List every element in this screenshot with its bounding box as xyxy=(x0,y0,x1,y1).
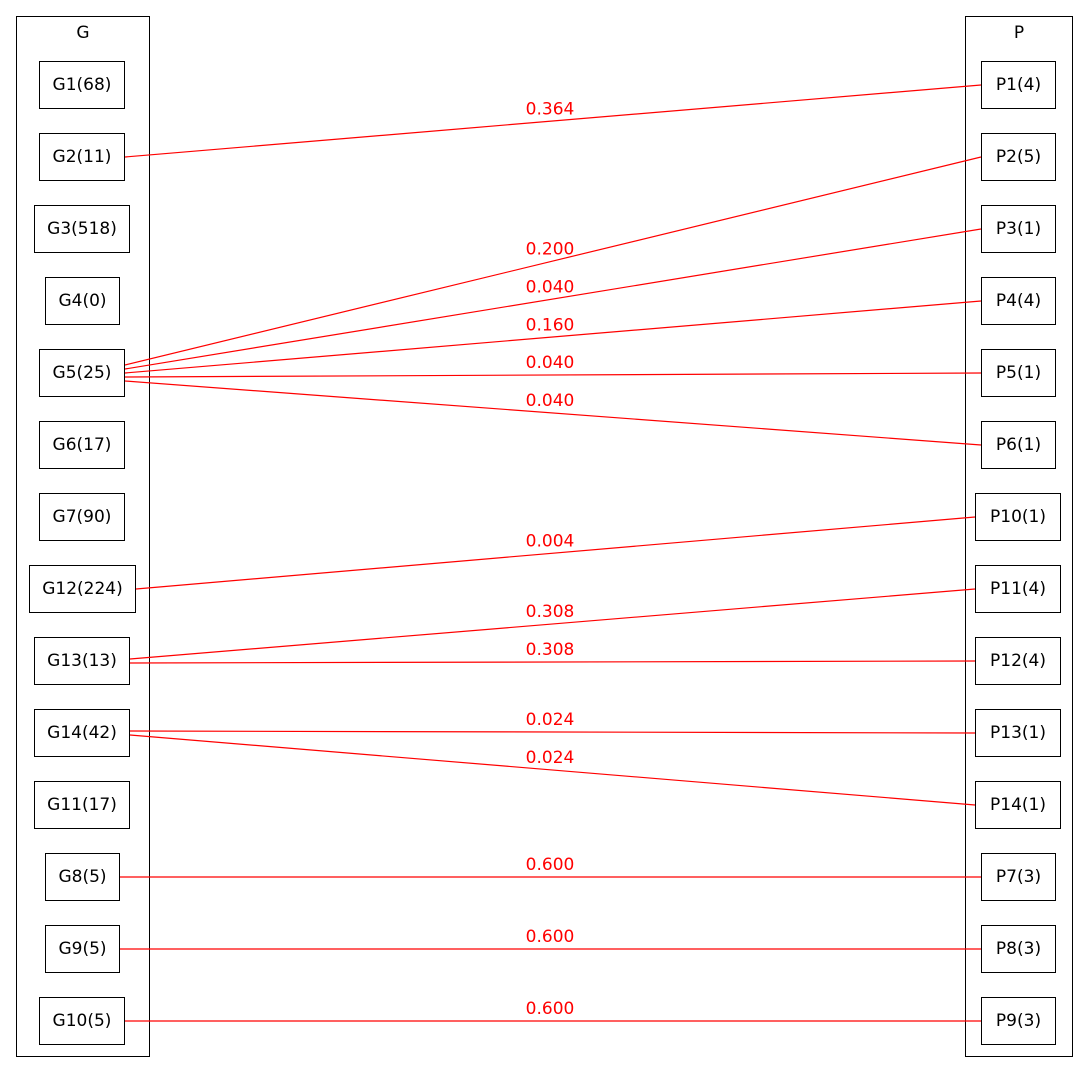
node-g1: G1(68) xyxy=(39,61,125,109)
edge-label-g8-p7: 0.600 xyxy=(526,855,575,875)
node-g3: G3(518) xyxy=(34,205,130,253)
edge-label-g14-p13: 0.024 xyxy=(526,710,575,730)
edge-label-g5-p2: 0.200 xyxy=(526,240,575,260)
node-g10: G10(5) xyxy=(39,997,125,1045)
node-p11: P11(4) xyxy=(975,565,1061,613)
node-p12: P12(4) xyxy=(975,637,1061,685)
edge-g5-p6 xyxy=(124,380,982,446)
cluster-g-title: G xyxy=(76,23,90,43)
node-p2: P2(5) xyxy=(981,133,1056,181)
node-g9: G9(5) xyxy=(45,925,120,973)
edge-g5-p3 xyxy=(124,228,982,370)
node-g11: G11(17) xyxy=(34,781,130,829)
edge-label-g13-p12: 0.308 xyxy=(526,640,575,660)
edge-g5-p2 xyxy=(124,156,982,366)
node-p13: P13(1) xyxy=(975,709,1061,757)
node-g5: G5(25) xyxy=(39,349,125,397)
node-p6: P6(1) xyxy=(981,421,1056,469)
edge-label-g5-p4: 0.160 xyxy=(526,315,575,335)
edge-g5-p5 xyxy=(124,372,982,378)
node-g2: G2(11) xyxy=(39,133,125,181)
node-p4: P4(4) xyxy=(981,277,1056,325)
node-g6: G6(17) xyxy=(39,421,125,469)
edge-g12-p10 xyxy=(135,516,976,590)
node-p9: P9(3) xyxy=(981,997,1056,1045)
edge-g13-p11 xyxy=(129,588,976,660)
node-p5: P5(1) xyxy=(981,349,1056,397)
edge-g5-p4 xyxy=(124,300,982,374)
node-g8: G8(5) xyxy=(45,853,120,901)
node-g4: G4(0) xyxy=(45,277,120,325)
edge-label-g2-p1: 0.364 xyxy=(526,99,575,119)
node-g12: G12(224) xyxy=(29,565,136,613)
node-p3: P3(1) xyxy=(981,205,1056,253)
edge-g14-p13 xyxy=(129,730,976,734)
edge-g13-p12 xyxy=(129,660,976,664)
node-p7: P7(3) xyxy=(981,853,1056,901)
edge-g14-p14 xyxy=(129,734,976,806)
node-p8: P8(3) xyxy=(981,925,1056,973)
edge-label-g5-p6: 0.040 xyxy=(526,391,575,411)
edge-label-g12-p10: 0.004 xyxy=(526,531,575,551)
node-g13: G13(13) xyxy=(34,637,130,685)
edge-label-g14-p14: 0.024 xyxy=(526,748,575,768)
edge-label-g13-p11: 0.308 xyxy=(526,602,575,622)
cluster-p-title: P xyxy=(1013,23,1025,43)
node-p10: P10(1) xyxy=(975,493,1061,541)
node-g7: G7(90) xyxy=(39,493,125,541)
edge-label-g9-p8: 0.600 xyxy=(526,927,575,947)
edge-label-g5-p5: 0.040 xyxy=(526,353,575,373)
edge-g2-p1 xyxy=(124,84,982,158)
edge-label-g5-p3: 0.040 xyxy=(526,277,575,297)
cluster-p: P xyxy=(965,16,1073,1057)
node-g14: G14(42) xyxy=(34,709,130,757)
cluster-g: G xyxy=(16,16,150,1057)
node-p14: P14(1) xyxy=(975,781,1061,829)
node-p1: P1(4) xyxy=(981,61,1056,109)
edge-label-g10-p9: 0.600 xyxy=(526,999,575,1019)
